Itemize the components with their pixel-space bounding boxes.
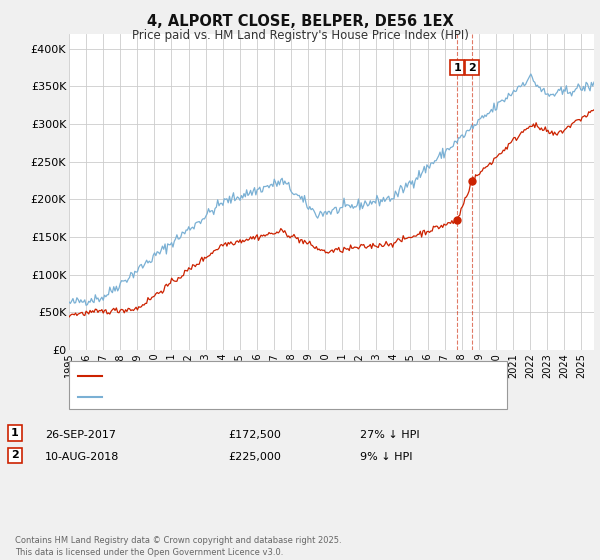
- Text: 2: 2: [468, 63, 476, 72]
- Text: 9% ↓ HPI: 9% ↓ HPI: [360, 452, 413, 462]
- Text: £225,000: £225,000: [228, 452, 281, 462]
- Text: 26-SEP-2017: 26-SEP-2017: [45, 430, 116, 440]
- Text: 2: 2: [11, 450, 19, 460]
- Text: 1: 1: [453, 63, 461, 72]
- Text: £172,500: £172,500: [228, 430, 281, 440]
- Text: HPI: Average price, detached house, Amber Valley: HPI: Average price, detached house, Ambe…: [108, 388, 370, 398]
- Text: 1: 1: [11, 428, 19, 438]
- Text: 4, ALPORT CLOSE, BELPER, DE56 1EX: 4, ALPORT CLOSE, BELPER, DE56 1EX: [146, 14, 454, 29]
- Text: Price paid vs. HM Land Registry's House Price Index (HPI): Price paid vs. HM Land Registry's House …: [131, 29, 469, 42]
- Text: 10-AUG-2018: 10-AUG-2018: [45, 452, 119, 462]
- Text: 27% ↓ HPI: 27% ↓ HPI: [360, 430, 419, 440]
- Text: 4, ALPORT CLOSE, BELPER, DE56 1EX (detached house): 4, ALPORT CLOSE, BELPER, DE56 1EX (detac…: [108, 368, 397, 378]
- Text: Contains HM Land Registry data © Crown copyright and database right 2025.
This d: Contains HM Land Registry data © Crown c…: [15, 536, 341, 557]
